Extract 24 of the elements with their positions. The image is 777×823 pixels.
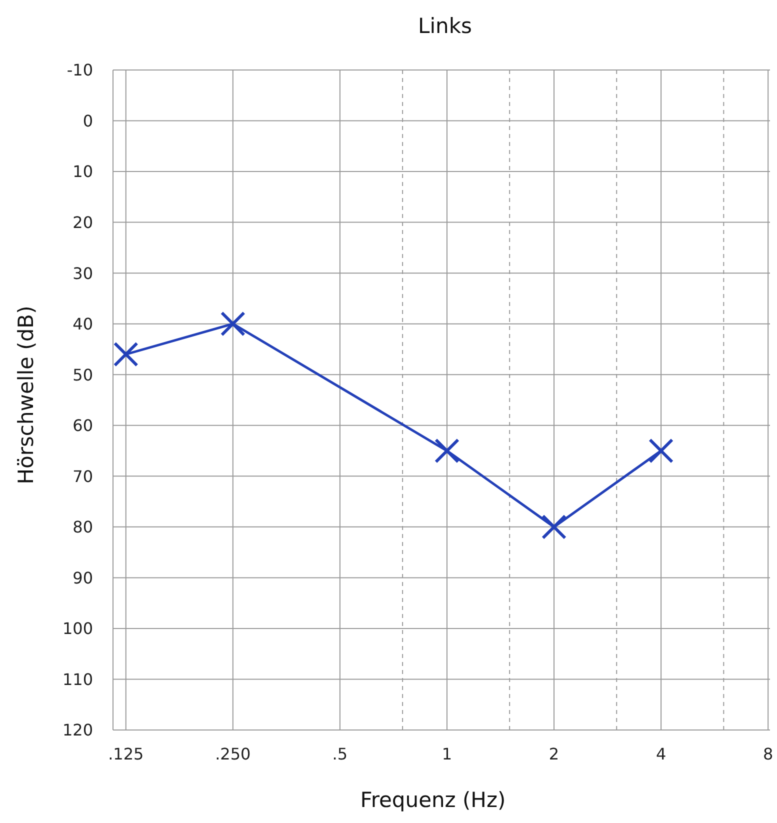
x-tick-label: .250 <box>215 744 251 764</box>
y-tick-label: 120 <box>62 720 93 740</box>
chart-title: Links <box>417 14 473 38</box>
x-tick-label: 1 <box>442 744 452 764</box>
x-tick-label: 2 <box>548 744 560 764</box>
y-tick-label: -10 <box>66 60 93 80</box>
x-tick-label: 4 <box>656 744 666 764</box>
x-tick-label: .5 <box>332 744 348 764</box>
y-tick-label: 20 <box>72 212 93 232</box>
y-tick-label: 90 <box>72 568 93 588</box>
y-tick-label: 50 <box>72 365 93 384</box>
y-tick-label: 40 <box>72 314 93 334</box>
y-tick-label: 0 <box>82 111 93 130</box>
x-tick-label: 8 <box>762 744 774 764</box>
y-tick-label: 100 <box>62 619 93 638</box>
y-tick-label: 110 <box>62 670 93 689</box>
y-tick-label: 10 <box>72 162 93 182</box>
x-axis-title: Frequenz (Hz) <box>359 788 507 812</box>
y-tick-label: 70 <box>72 466 93 486</box>
y-tick-label: 60 <box>72 416 93 436</box>
x-tick-label: .125 <box>108 744 144 764</box>
y-tick-label: 30 <box>72 264 93 283</box>
y-axis-title: Hörschwelle (dB) <box>14 306 38 484</box>
y-tick-label: 80 <box>72 518 93 537</box>
